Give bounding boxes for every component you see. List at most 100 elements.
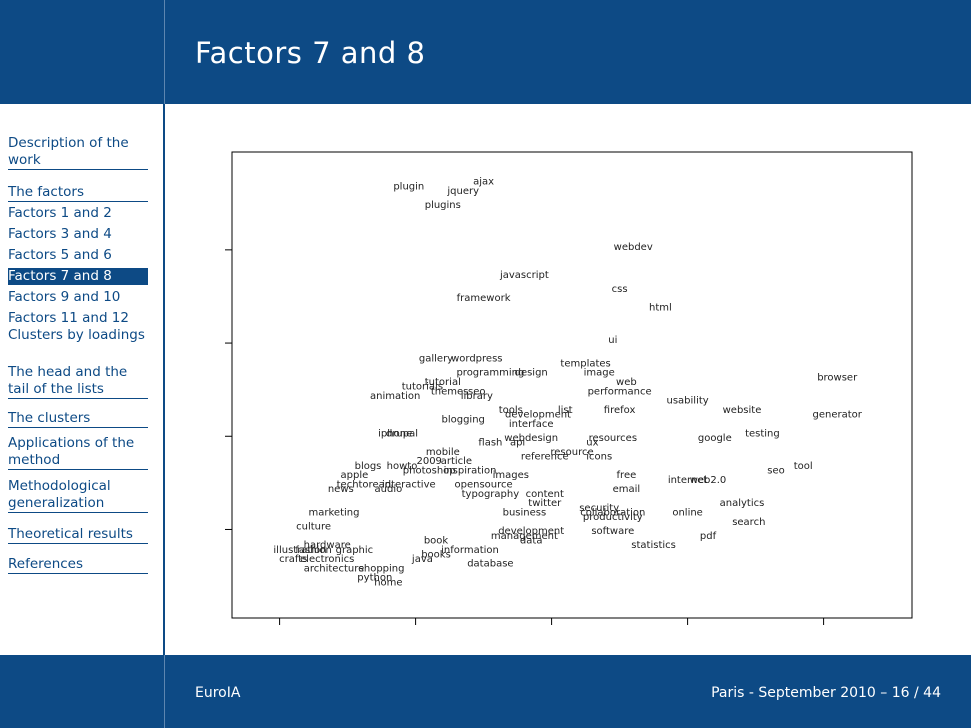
point-label: usability: [666, 396, 708, 407]
footer-conference: EuroIA: [195, 685, 241, 701]
sidebar-item[interactable]: Factors 11 and 12: [8, 310, 129, 326]
point-label: performance: [588, 386, 652, 397]
sidebar-item[interactable]: Factors 9 and 10: [8, 289, 121, 305]
point-label: graphic: [336, 545, 374, 556]
point-label: hardware: [304, 540, 351, 551]
sidebar-item[interactable]: Factors 3 and 4: [8, 226, 112, 242]
point-label: programming: [456, 368, 524, 379]
point-label: collaboration: [580, 507, 645, 518]
point-label: webdesign: [504, 433, 558, 444]
point-label: analytics: [720, 498, 765, 509]
point-label: plugin: [393, 181, 424, 192]
sidebar-item[interactable]: Description of the work: [8, 135, 148, 170]
point-label: library: [461, 391, 493, 402]
sidebar-item[interactable]: The factors: [8, 184, 148, 202]
point-label: resource: [550, 447, 593, 458]
point-label: data: [520, 535, 543, 546]
sidebar-item[interactable]: Factors 1 and 2: [8, 205, 112, 221]
point-label: blogging: [441, 414, 484, 425]
point-label: ui: [608, 335, 617, 346]
point-label: electronics: [300, 554, 354, 565]
point-label: design: [515, 368, 548, 379]
sidebar-item[interactable]: References: [8, 556, 148, 574]
point-label: generator: [813, 410, 863, 421]
point-label: software: [591, 526, 634, 537]
point-label: testing: [745, 428, 780, 439]
point-label: culture: [296, 521, 331, 532]
point-label: crafts: [279, 554, 307, 565]
point-label: shopping: [359, 563, 405, 574]
point-label: photoshop: [403, 466, 456, 477]
point-label: website: [723, 405, 762, 416]
scatter-plot: plugin ajax jquery plugins webdev javascript c…: [222, 148, 916, 630]
navigation-sidebar: Description of the work The factors Factor…: [0, 104, 165, 655]
point-label: jquery: [446, 186, 479, 197]
point-label: database: [467, 559, 513, 570]
point-label: online: [672, 507, 703, 518]
sidebar-item[interactable]: Theoretical results: [8, 526, 148, 544]
point-label: java: [411, 554, 433, 565]
point-label: home: [374, 577, 402, 588]
point-label: books: [421, 549, 451, 560]
point-label: themes: [431, 386, 469, 397]
point-label: opensource: [455, 480, 513, 491]
point-label: content: [526, 489, 564, 500]
point-label: javascript: [499, 270, 549, 281]
point-label: security: [579, 503, 619, 514]
point-label: web: [616, 377, 637, 388]
point-label: tutorials: [402, 382, 443, 393]
point-label: image: [584, 368, 615, 379]
point-label: interactive: [382, 480, 436, 491]
sidebar-item[interactable]: Clusters by loadings: [8, 327, 145, 343]
point-label: information: [441, 545, 499, 556]
sidebar-item[interactable]: Factors 5 and 6: [8, 247, 112, 263]
point-label: web2.0: [690, 475, 727, 486]
sidebar-item[interactable]: Factors 7 and 8: [8, 268, 148, 285]
point-label: blogs: [355, 461, 382, 472]
point-label: illustration: [273, 545, 326, 556]
point-label: python: [357, 573, 392, 584]
point-label: tech: [337, 480, 359, 491]
point-label: seo: [767, 466, 784, 477]
point-label: api: [510, 438, 525, 449]
point-label: drupal: [386, 428, 418, 439]
plot-frame: [231, 151, 913, 619]
sidebar-item[interactable]: The head and the tail of the lists: [8, 364, 148, 399]
point-label: management: [491, 531, 558, 542]
point-label: internet: [668, 475, 708, 486]
point-label: wordpress: [451, 354, 502, 365]
sidebar-item[interactable]: Methodological generalization: [8, 478, 148, 513]
point-label: apple: [341, 470, 369, 481]
point-label: reference: [521, 452, 569, 463]
point-label: framework: [457, 293, 511, 304]
slide-title: Factors 7 and 8: [195, 36, 426, 70]
point-label: interface: [509, 419, 554, 430]
point-label: article: [441, 456, 472, 467]
footer-page-info: Paris - September 2010 – 16 / 44: [711, 685, 941, 701]
point-label: development: [498, 526, 564, 537]
point-label: list: [558, 405, 573, 416]
point-label: architecture: [304, 563, 365, 574]
point-label: flash: [478, 438, 502, 449]
sidebar-item[interactable]: The clusters: [8, 410, 148, 428]
point-label: marketing: [309, 507, 360, 518]
point-label: iphone: [378, 428, 412, 439]
sidebar-item[interactable]: Applications of the method: [8, 435, 148, 470]
point-label: toread: [359, 480, 392, 491]
slide-footer: EuroIA Paris - September 2010 – 16 / 44: [0, 655, 971, 728]
point-label: howto: [387, 461, 418, 472]
point-label: webdev: [614, 242, 653, 253]
point-label: browser: [817, 372, 858, 383]
point-label: statistics: [631, 540, 676, 551]
point-label: typography: [462, 489, 520, 500]
point-label: development: [505, 410, 571, 421]
point-label: pdf: [700, 531, 717, 542]
slide-header: Factors 7 and 8: [0, 0, 971, 104]
point-label: html: [649, 302, 672, 313]
footer-sidebar-block: [0, 655, 165, 728]
point-label: productivity: [583, 512, 643, 523]
point-label: templates: [560, 358, 610, 369]
point-label: css: [612, 284, 628, 295]
point-label: search: [732, 517, 765, 528]
